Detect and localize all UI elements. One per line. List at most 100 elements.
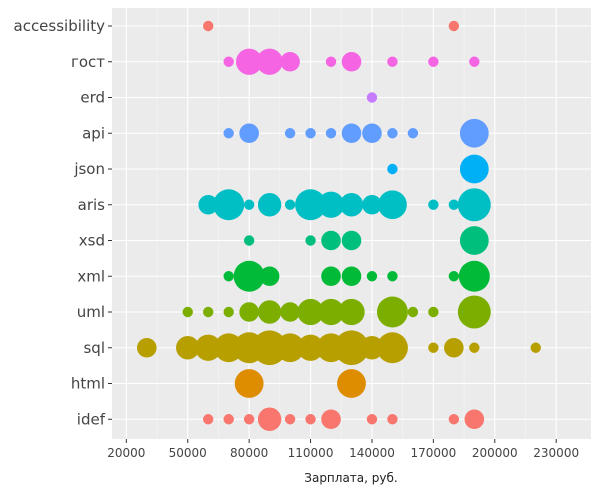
bubble-sql	[176, 336, 200, 360]
x-tick-label: 200000	[472, 446, 518, 460]
bubble-aris	[213, 189, 245, 221]
bubble-uml	[428, 306, 439, 318]
bubble-json	[459, 154, 489, 184]
minor-gridlines	[156, 8, 526, 439]
bubble-api	[407, 128, 419, 139]
bubble-xsd	[243, 235, 255, 246]
bubble-aris	[295, 189, 327, 221]
bubble-aris	[448, 199, 460, 210]
bubble-api	[459, 118, 489, 148]
y-tick-label: sql	[83, 339, 105, 357]
bubble-idef	[257, 407, 282, 431]
bubble-api	[387, 128, 398, 139]
bubble-accessibility	[203, 20, 214, 32]
bubble-api	[305, 128, 316, 139]
bubble-api	[325, 128, 337, 139]
bubble-гост	[256, 48, 283, 75]
bubble-uml	[280, 302, 300, 322]
bubble-idef	[243, 414, 255, 425]
bubble-гост	[341, 51, 362, 72]
bubble-гост	[387, 56, 398, 67]
bubble-xml	[223, 271, 234, 282]
bubble-api	[341, 123, 362, 144]
bubble-xsd	[459, 226, 489, 255]
bubble-uml	[297, 298, 324, 326]
x-tick-label: 80000	[230, 446, 268, 460]
bubble-html	[234, 369, 264, 398]
x-tick-label: 110000	[288, 446, 334, 460]
bubble-sql	[275, 333, 305, 363]
y-tick-label: xsd	[79, 232, 105, 250]
y-tick-label: html	[71, 375, 105, 393]
bubble-uml	[182, 306, 193, 318]
y-tick-label: uml	[77, 303, 105, 321]
bubble-sql	[360, 336, 384, 360]
bubble-api	[239, 123, 259, 144]
bubble-гост	[428, 56, 439, 67]
bubble-sql	[252, 330, 287, 366]
y-tick-label: гост	[71, 53, 105, 71]
bubble-xsd	[341, 230, 362, 251]
x-tick-label: 50000	[169, 446, 207, 460]
y-tick-label: idef	[77, 410, 106, 428]
bubble-api	[223, 128, 234, 139]
x-tick-label: 170000	[410, 446, 456, 460]
bubble-aris	[284, 199, 296, 210]
bubble-xml	[341, 266, 362, 287]
bubble-uml	[317, 298, 345, 326]
bubble-api	[362, 123, 382, 144]
bubble-idef	[305, 414, 316, 425]
bubble-uml	[223, 306, 234, 318]
bubble-aris	[378, 190, 407, 220]
bubble-sql	[297, 334, 324, 361]
bubble-xsd	[305, 235, 316, 246]
bubble-aris	[257, 193, 282, 217]
y-axis-tick-labels: accessibility гост erd api json aris xsd xml uml…	[14, 17, 112, 428]
bubble-xml	[366, 271, 378, 282]
bubble-aris	[457, 188, 491, 222]
bubble-uml	[376, 296, 408, 328]
bubble-гост	[235, 48, 263, 75]
y-tick-label: json	[73, 160, 105, 178]
bubble-гост	[280, 51, 300, 72]
bubble-uml	[407, 306, 419, 318]
bubble-idef	[448, 414, 460, 425]
x-axis-tick-labels: 20000 50000 80000 110000 140000 170000 200000 2…	[107, 439, 579, 460]
y-tick-label: xml	[77, 267, 105, 285]
bubble-xml	[233, 260, 265, 292]
bubble-sql	[530, 342, 541, 353]
bubble-uml	[257, 300, 282, 324]
bubble-json	[387, 163, 398, 175]
bubble-sql	[136, 337, 157, 358]
bubble-uml	[457, 295, 491, 329]
bubble-xml	[448, 271, 460, 282]
bubble-sql	[334, 330, 369, 366]
bubble-sql	[444, 337, 464, 358]
y-tick-label: erd	[80, 89, 105, 107]
x-axis-title: Зарплата, руб.	[304, 471, 397, 485]
y-tick-label: aris	[78, 196, 106, 214]
bubble-гост	[223, 56, 234, 67]
x-tick-label: 140000	[349, 446, 395, 460]
bubble-api	[284, 128, 296, 139]
bubble-sql	[376, 332, 408, 364]
bubble-xml	[387, 271, 398, 282]
x-tick-label: 20000	[107, 446, 145, 460]
bubble-гост	[469, 56, 480, 67]
bubble-uml	[338, 298, 365, 326]
bubble-xsd	[321, 230, 341, 251]
bubble-aris	[317, 191, 345, 218]
bubble-aris	[362, 194, 382, 215]
y-tick-label: api	[82, 124, 105, 142]
bubble-points	[136, 20, 541, 431]
bubble-sql	[195, 334, 222, 361]
bubble-aris	[428, 199, 439, 210]
bubble-uml	[239, 302, 259, 322]
bubble-aris	[243, 199, 255, 210]
bubble-idef	[464, 409, 485, 430]
bubble-uml	[203, 306, 214, 318]
bubble-sql	[428, 342, 439, 353]
bubble-idef	[223, 414, 234, 425]
bubble-xml	[259, 266, 280, 287]
